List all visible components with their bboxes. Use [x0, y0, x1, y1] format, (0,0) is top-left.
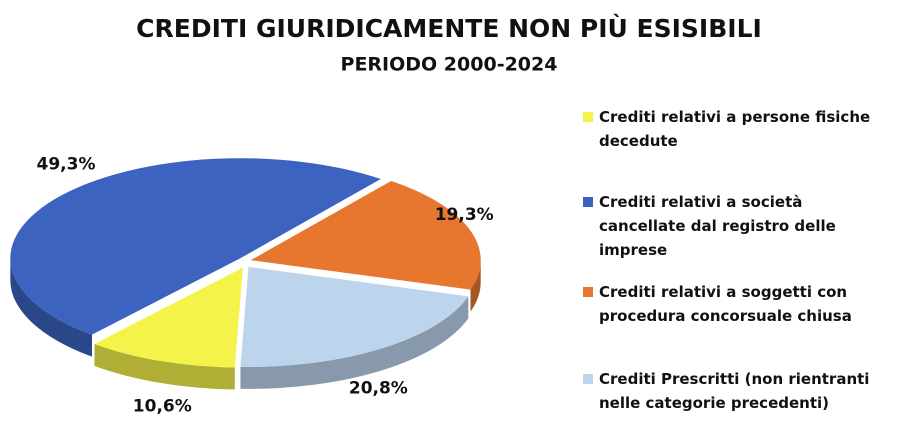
- legend-item: Crediti relativi a persone fisiche deced…: [583, 105, 883, 153]
- legend-label: Crediti Prescritti (non rientranti nelle…: [599, 370, 870, 412]
- slice: [10, 158, 381, 335]
- chart-subtitle: PERIODO 2000-2024: [341, 54, 558, 76]
- legend-swatch: [583, 374, 593, 384]
- legend-swatch: [583, 112, 593, 122]
- data-label: 10,6%: [133, 397, 192, 417]
- slice: [240, 266, 469, 367]
- legend-swatch: [583, 287, 593, 297]
- legend-label: Crediti relativi a società cancellate da…: [599, 193, 836, 259]
- slice-side: [240, 296, 469, 389]
- legend-label: Crediti relativi a soggetti con procedur…: [599, 283, 852, 325]
- slice: [250, 180, 481, 290]
- data-label: 49,3%: [37, 155, 96, 175]
- legend-label: Crediti relativi a persone fisiche deced…: [599, 108, 871, 150]
- legend-item: Crediti relativi a soggetti con procedur…: [583, 280, 883, 328]
- legend-swatch: [583, 197, 593, 207]
- slice-side: [94, 344, 235, 390]
- slice-side: [10, 258, 92, 357]
- legend-item: Crediti relativi a società cancellate da…: [583, 190, 883, 262]
- legend-item: Crediti Prescritti (non rientranti nelle…: [583, 367, 883, 415]
- data-label: 20,8%: [349, 378, 408, 398]
- chart-title: CREDITI GIURIDICAMENTE NON PIÙ ESISIBILI: [136, 13, 762, 43]
- data-label: 19,3%: [435, 205, 494, 225]
- slice-side: [470, 260, 481, 312]
- slice: [94, 267, 243, 368]
